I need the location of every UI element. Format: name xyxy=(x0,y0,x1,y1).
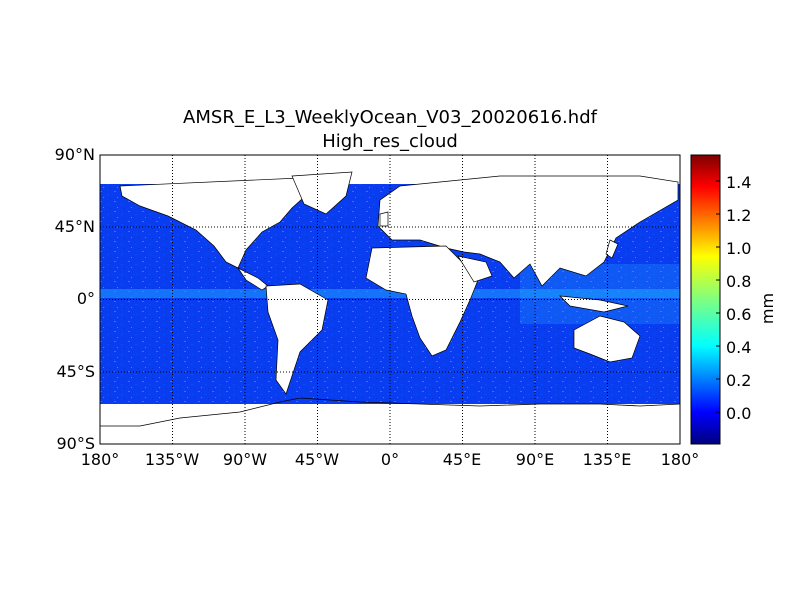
colorbar-unit-label: mm xyxy=(758,292,778,325)
lon-label: 90°W xyxy=(222,450,268,469)
colorbar-tick-label: 1.0 xyxy=(726,239,752,258)
graticule xyxy=(100,155,680,444)
lat-label: 90°N xyxy=(54,145,95,164)
colorbar-tick-label: 1.2 xyxy=(726,206,752,225)
lon-label: 90°E xyxy=(515,450,555,469)
lon-label: 0° xyxy=(380,450,400,469)
lat-label: 0° xyxy=(76,289,95,308)
lon-label: 135°W xyxy=(144,450,200,469)
figure-title: AMSR_E_L3_WeeklyOcean_V03_20020616.hdf xyxy=(183,107,597,128)
lat-label: 45°S xyxy=(56,362,95,381)
colorbar-tick-label: 0.8 xyxy=(726,272,752,291)
map-frame xyxy=(99,154,681,445)
colorbar-tick-label: 1.4 xyxy=(726,173,752,192)
lat-label: 45°N xyxy=(54,217,95,236)
lon-label: 135°E xyxy=(582,450,632,469)
colorbar-ticks xyxy=(716,180,720,413)
colorbar-tick-label: 0.4 xyxy=(726,338,752,357)
lon-label: 45°E xyxy=(442,450,482,469)
colorbar-tick-label: 0.2 xyxy=(726,371,752,390)
lon-label: 45°W xyxy=(294,450,340,469)
colorbar-tick-label: 0.0 xyxy=(726,404,752,423)
lon-label: 180° xyxy=(80,450,120,469)
lon-label: 180° xyxy=(660,450,700,469)
lat-label: 90°S xyxy=(56,434,95,453)
land-masses xyxy=(119,171,679,395)
colorbar-tick-label: 0.6 xyxy=(726,305,752,324)
figure-subtitle: High_res_cloud xyxy=(322,131,458,152)
colorbar xyxy=(690,154,721,445)
